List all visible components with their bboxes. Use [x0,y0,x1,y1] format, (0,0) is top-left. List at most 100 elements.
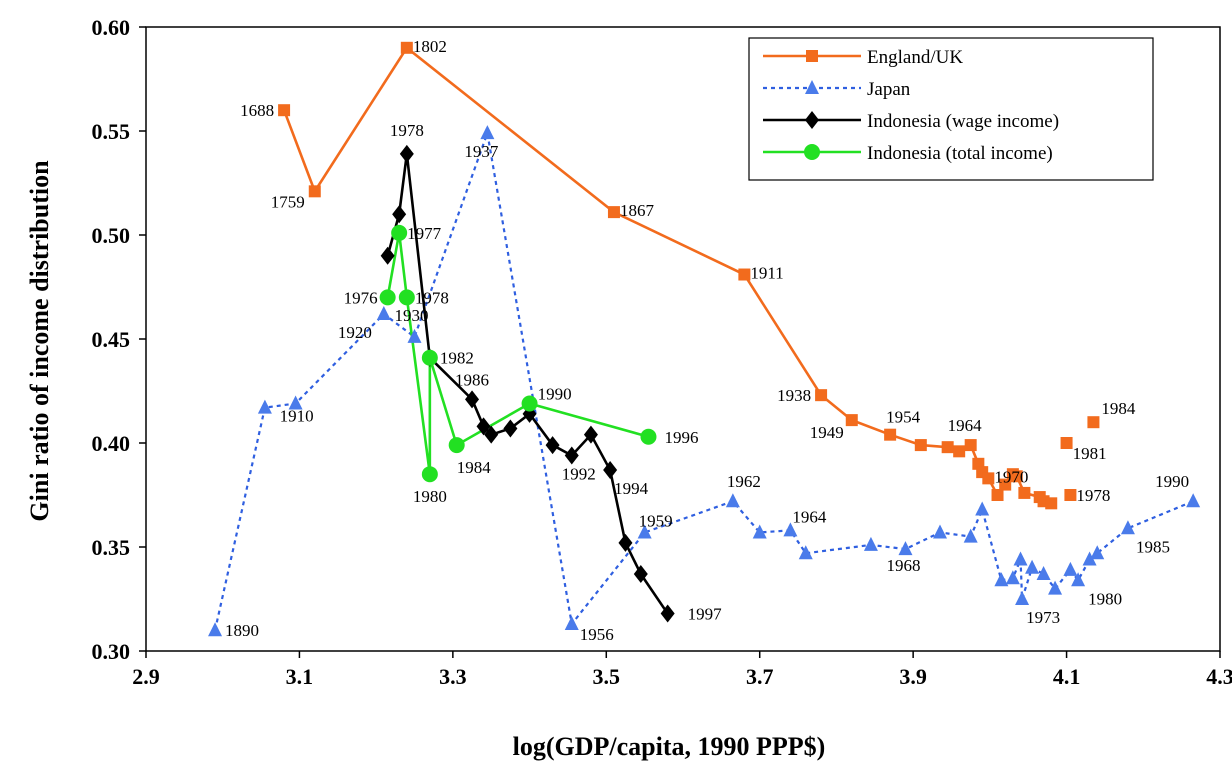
y-axis-title: Gini ratio of income distribution [25,160,54,522]
data-point [503,419,518,438]
data-point [583,425,598,444]
data-point [953,445,966,458]
x-tick-label: 3.1 [286,664,314,689]
data-point [1045,497,1058,510]
data-point [1090,545,1105,560]
data-point [941,441,954,454]
data-point [376,306,391,321]
legend-marker [805,111,819,129]
legend-label: Indonesia (total income) [867,143,1053,164]
x-tick-label: 3.9 [899,664,927,689]
data-point [1005,570,1020,585]
data-point [1071,572,1086,587]
data-point [476,417,491,436]
data-label: 1802 [413,37,447,56]
data-point [288,395,303,410]
y-tick-label: 0.60 [92,15,131,40]
data-point [1120,520,1135,535]
data-point [1087,416,1100,429]
data-label: 1981 [1073,444,1107,463]
data-point [1013,551,1028,566]
data-point [725,493,740,508]
x-tick-label: 2.9 [132,664,160,689]
y-tick-label: 0.35 [92,535,131,560]
data-point [898,541,913,556]
data-label: 1976 [344,288,378,307]
data-label: 1964 [792,507,827,526]
data-label: 1982 [440,349,474,368]
data-point [257,399,272,414]
data-point [863,536,878,551]
x-tick-label: 3.3 [439,664,467,689]
data-label: 1986 [455,370,489,389]
data-label: 1954 [886,408,921,427]
data-label: 1984 [1101,399,1136,418]
data-point [1063,561,1078,576]
data-point [660,604,675,623]
data-point [963,528,978,543]
data-point [1010,470,1023,483]
data-point [991,489,1004,501]
data-label: 1978 [1076,486,1110,505]
data-point [545,436,560,455]
series-line-3 [386,232,649,475]
data-label: 1964 [948,416,983,435]
x-tick-label: 4.3 [1206,664,1232,689]
data-point [607,206,620,219]
data-point [379,289,396,306]
legend-label: England/UK [867,47,963,68]
data-point [564,446,579,465]
data-point [399,144,414,163]
legend-marker [806,50,818,62]
data-label: 1996 [664,428,698,447]
data-point [914,439,927,452]
data-point [1036,566,1051,581]
legend-label: Japan [867,79,911,100]
data-point [208,622,223,637]
data-point [815,389,828,402]
data-label: 1980 [413,487,447,506]
data-label: 1930 [395,306,429,325]
data-label: 1978 [390,121,424,140]
data-label: 1984 [457,458,492,477]
y-tick-label: 0.40 [92,431,131,456]
data-point [738,268,751,281]
data-point [845,414,858,427]
data-point [421,349,438,366]
data-label: 1990 [1155,472,1189,491]
data-point [407,328,422,343]
data-point [448,437,465,454]
data-label: 1992 [562,464,596,483]
data-label: 1920 [338,323,372,342]
data-point [1060,437,1073,449]
legend-marker [804,144,820,160]
data-label: 1997 [688,605,723,624]
data-point [1186,493,1201,508]
data-point [633,565,648,584]
y-tick-label: 0.55 [92,119,131,144]
data-point [975,501,990,516]
data-label: 1978 [415,288,449,307]
data-point [391,224,408,241]
x-tick-label: 4.1 [1053,664,1081,689]
data-point [1082,551,1097,566]
data-label: 1910 [280,406,314,425]
data-point [380,246,395,265]
legend: England/UK Japan Indonesia (wage income) In… [748,37,1154,181]
legend-label: Indonesia (wage income) [867,111,1059,132]
data-point [1064,489,1077,501]
x-tick-label: 3.5 [593,664,621,689]
data-point [752,524,767,539]
data-point [465,390,480,409]
series-line-2 [386,153,669,615]
axes: 2.9 3.1 3.3 3.5 3.7 3.9 4.1 4.3 0.30 0.35 0.40 0.45… [92,15,1232,689]
data-point [521,395,538,412]
data-label: 1959 [639,511,673,530]
data-label: 1938 [777,386,811,405]
x-axis-title: log(GDP/capita, 1990 PPP$) [513,732,826,761]
data-point [480,125,495,140]
y-tick-label: 0.45 [92,327,131,352]
series-markers [208,41,1201,637]
data-label: 1956 [580,625,614,644]
data-label: 1759 [271,192,305,211]
